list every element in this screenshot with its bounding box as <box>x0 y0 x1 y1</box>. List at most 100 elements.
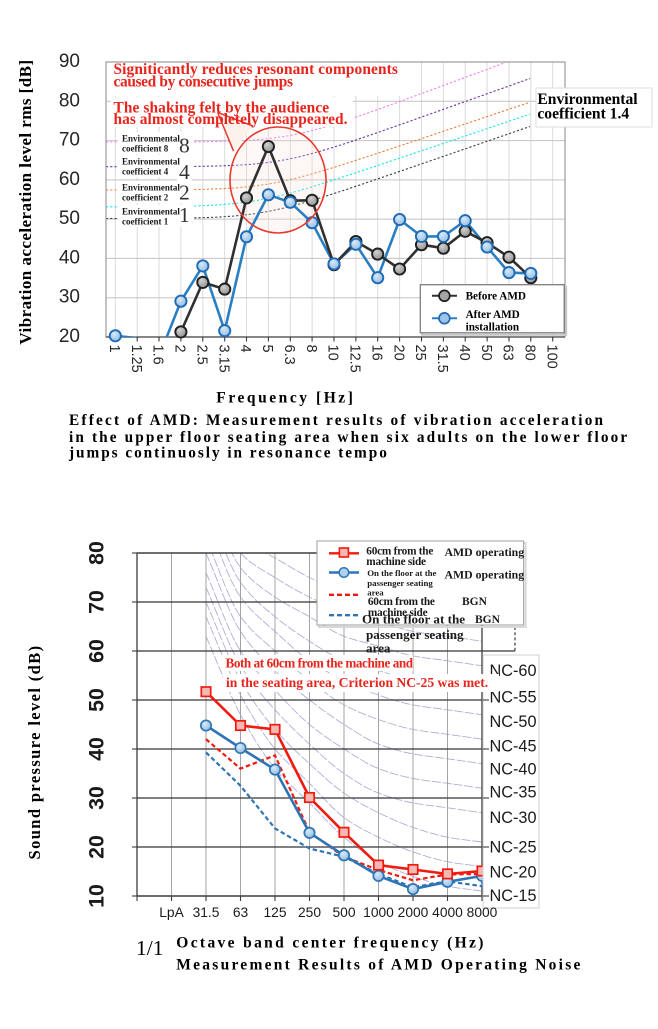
svg-text:30: 30 <box>59 287 80 308</box>
svg-text:BGN: BGN <box>475 614 501 626</box>
svg-text:has almost completely disappea: has almost completely disappeared. <box>114 111 348 128</box>
svg-text:Sound pressure level (dB): Sound pressure level (dB) <box>25 645 44 860</box>
svg-text:coefficient 1.4: coefficient 1.4 <box>537 106 629 123</box>
svg-text:2: 2 <box>179 181 190 205</box>
svg-text:Measurement Results of AMD Ope: Measurement Results of AMD Operating Noi… <box>176 957 582 974</box>
svg-text:Environmental: Environmental <box>122 157 180 167</box>
svg-text:installation: installation <box>466 322 520 334</box>
svg-text:60cm from the: 60cm from the <box>368 596 435 608</box>
svg-text:Both at 60cm from the machine: Both at 60cm from the machine and <box>226 656 414 671</box>
svg-text:coefficient 1: coefficient 1 <box>122 217 169 227</box>
svg-text:Frequency [Hz]: Frequency [Hz] <box>216 390 355 407</box>
svg-text:AMD operating: AMD operating <box>445 568 525 582</box>
svg-text:Environmental: Environmental <box>537 91 638 108</box>
svg-text:coefficient 4: coefficient 4 <box>122 167 169 177</box>
svg-text:NC-20: NC-20 <box>490 863 537 881</box>
svg-text:70: 70 <box>59 130 80 151</box>
svg-text:63: 63 <box>500 345 516 361</box>
svg-text:Octave band center frequency (: Octave band center frequency (Hz) <box>176 935 485 952</box>
svg-text:50: 50 <box>59 208 80 229</box>
svg-text:5: 5 <box>259 345 275 353</box>
svg-text:Vibration acceleration level r: Vibration acceleration level rms [dB] <box>16 59 35 344</box>
svg-text:25: 25 <box>412 345 428 361</box>
svg-text:AMD operating: AMD operating <box>445 545 525 559</box>
svg-text:60: 60 <box>59 169 80 190</box>
svg-text:10: 10 <box>325 345 341 361</box>
svg-text:1000: 1000 <box>363 905 394 920</box>
svg-text:31.5: 31.5 <box>434 345 450 373</box>
svg-text:NC-50: NC-50 <box>490 713 537 731</box>
svg-text:NC-35: NC-35 <box>490 783 537 801</box>
svg-text:20: 20 <box>390 345 406 361</box>
svg-text:60cm from the: 60cm from the <box>366 546 433 558</box>
svg-text:machine side: machine side <box>366 556 426 568</box>
svg-text:2000: 2000 <box>398 905 429 920</box>
svg-text:BGN: BGN <box>462 596 488 608</box>
svg-text:4: 4 <box>237 345 253 353</box>
svg-text:Before AMD: Before AMD <box>466 291 526 303</box>
svg-text:31.5: 31.5 <box>193 905 220 920</box>
svg-text:NC-25: NC-25 <box>490 838 537 856</box>
svg-text:in the upper floor seating are: in the upper floor seating area when six… <box>69 429 629 446</box>
svg-text:20: 20 <box>59 326 80 347</box>
svg-text:caused by consecutive jumps: caused by consecutive jumps <box>114 74 293 91</box>
svg-text:Effect of AMD: Measurement res: Effect of AMD: Measurement results of vi… <box>69 412 605 429</box>
svg-text:50: 50 <box>85 688 109 712</box>
svg-text:80: 80 <box>85 541 109 565</box>
svg-text:machine side: machine side <box>368 607 428 619</box>
svg-text:Environmental: Environmental <box>122 183 180 193</box>
svg-text:30: 30 <box>85 786 109 810</box>
svg-text:20: 20 <box>85 835 109 859</box>
svg-text:passenger seating: passenger seating <box>366 627 464 642</box>
svg-text:4: 4 <box>179 160 190 184</box>
svg-text:10: 10 <box>85 884 109 908</box>
svg-text:8: 8 <box>303 345 319 353</box>
svg-text:12.5: 12.5 <box>347 345 363 373</box>
svg-text:NC-30: NC-30 <box>490 809 537 827</box>
svg-text:area: area <box>367 588 384 598</box>
svg-text:jumps continuosly in resonance: jumps continuosly in resonance tempo <box>68 445 389 462</box>
svg-text:NC-45: NC-45 <box>490 737 537 755</box>
svg-text:Environmental: Environmental <box>122 207 180 217</box>
svg-text:4000: 4000 <box>432 905 463 920</box>
svg-text:6.3: 6.3 <box>281 345 297 365</box>
svg-text:8: 8 <box>179 134 190 158</box>
svg-text:Signiticantly reduces resonant: Signiticantly reduces resonant component… <box>114 61 398 78</box>
svg-text:Environmental: Environmental <box>122 134 180 144</box>
svg-text:area: area <box>366 641 391 656</box>
svg-text:90: 90 <box>59 51 80 72</box>
svg-text:1/1: 1/1 <box>136 936 163 960</box>
svg-text:coefficient 2: coefficient 2 <box>122 193 169 203</box>
svg-text:On the floor at the: On the floor at the <box>362 612 465 627</box>
svg-text:NC-15: NC-15 <box>490 887 537 905</box>
svg-text:70: 70 <box>85 590 109 614</box>
svg-text:LpA: LpA <box>159 905 184 920</box>
svg-text:40: 40 <box>59 247 80 268</box>
svg-text:in the seating area, Criterion: in the seating area, Criterion NC-25 was… <box>226 675 488 690</box>
svg-text:2.5: 2.5 <box>194 345 210 365</box>
svg-text:passenger seating: passenger seating <box>367 578 433 588</box>
svg-text:500: 500 <box>332 905 355 920</box>
svg-text:125: 125 <box>263 905 286 920</box>
svg-text:40: 40 <box>456 345 472 361</box>
svg-text:250: 250 <box>298 905 321 920</box>
svg-text:2: 2 <box>172 345 188 353</box>
svg-text:coefficient 8: coefficient 8 <box>122 144 169 154</box>
svg-text:1: 1 <box>106 345 122 353</box>
svg-text:On the floor at the: On the floor at the <box>367 568 436 578</box>
svg-text:40: 40 <box>85 737 109 761</box>
svg-text:16: 16 <box>368 345 384 361</box>
svg-text:1.25: 1.25 <box>128 345 144 373</box>
svg-text:80: 80 <box>59 90 80 111</box>
svg-text:100: 100 <box>543 345 559 369</box>
svg-text:After AMD: After AMD <box>466 309 520 321</box>
svg-text:80: 80 <box>522 345 538 361</box>
svg-text:NC-40: NC-40 <box>490 760 537 778</box>
svg-text:The shaking felt by the audien: The shaking felt by the audience <box>114 100 330 117</box>
svg-text:63: 63 <box>233 905 249 920</box>
svg-text:3.15: 3.15 <box>215 345 231 373</box>
svg-text:50: 50 <box>478 345 494 361</box>
svg-text:60: 60 <box>85 639 109 663</box>
svg-text:1: 1 <box>179 203 190 227</box>
svg-text:1.6: 1.6 <box>150 345 166 365</box>
